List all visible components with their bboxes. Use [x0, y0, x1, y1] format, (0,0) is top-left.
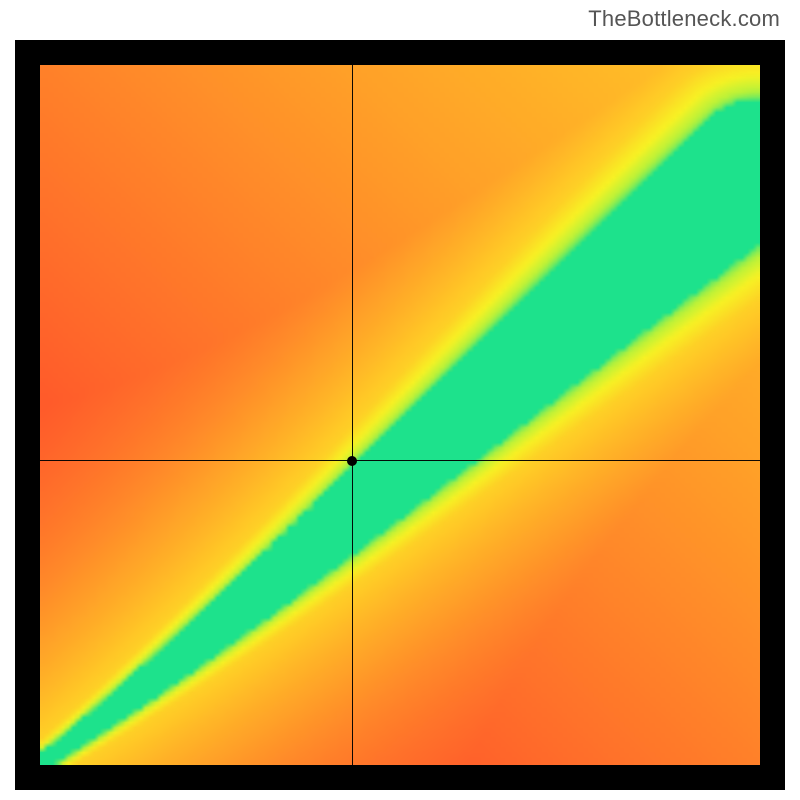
plot-frame: [15, 40, 785, 790]
attribution-text: TheBottleneck.com: [588, 6, 780, 32]
crosshair-vertical: [352, 65, 353, 765]
marker-dot: [347, 456, 357, 466]
heatmap-canvas: [40, 65, 760, 765]
crosshair-horizontal: [40, 460, 760, 461]
chart-container: TheBottleneck.com: [0, 0, 800, 800]
